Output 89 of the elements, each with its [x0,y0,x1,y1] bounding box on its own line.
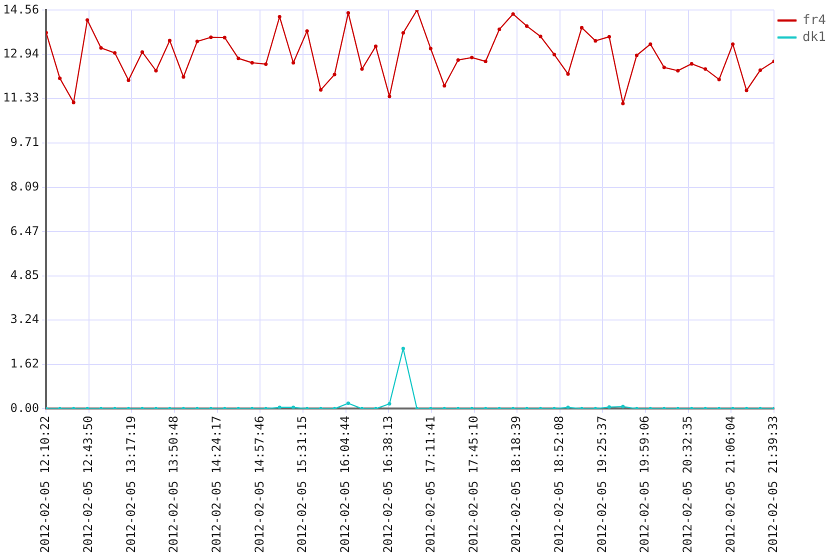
point [566,406,570,409]
point [648,42,652,46]
y-tick-label: 0.00 [10,400,40,415]
point [538,34,542,38]
point [86,18,90,22]
point [401,31,405,35]
point [511,12,515,16]
point [278,14,282,19]
y-tick-label: 1.62 [10,356,40,371]
x-tick-label: 2012-02-05 18:18:39 [509,416,524,554]
point [731,42,735,46]
point [607,405,612,409]
x-tick-label: 2012-02-05 18:52:08 [552,416,566,554]
point [552,52,556,56]
x-tick-label: 2012-02-05 17:11:41 [424,416,438,554]
point [154,68,158,72]
point [264,62,268,66]
point [292,60,296,65]
point [112,51,117,55]
point [319,88,323,92]
point [607,34,612,39]
point [222,36,226,40]
x-tick-label: 2012-02-05 19:25:37 [594,416,609,554]
point [621,404,625,408]
point [346,401,350,406]
point [676,68,680,72]
y-tick-label: 12.94 [3,46,40,61]
point [292,406,296,409]
point [621,102,625,106]
point [498,28,502,32]
point [594,39,598,43]
point [346,11,350,15]
x-tick-label: 2012-02-05 13:50:48 [166,416,181,554]
point [388,402,392,406]
point [332,72,336,76]
point [456,58,460,62]
y-tick-label: 9.71 [10,135,40,150]
x-tick-label: 2012-02-05 12:10:22 [38,416,52,554]
point [236,56,240,60]
x-tick-label: 2012-02-05 19:59:06 [638,416,652,554]
point [634,54,638,58]
point [374,44,378,48]
point [470,56,474,60]
y-tick-label: 14.56 [3,2,40,16]
x-tick-label: 2012-02-05 21:39:33 [766,416,780,554]
y-tick-label: 3.24 [10,312,40,326]
x-tick-label: 2012-02-05 15:31:15 [295,416,310,554]
y-tick-label: 11.33 [3,90,40,105]
point [428,46,432,50]
point [717,78,721,82]
point [250,60,254,65]
point [99,46,103,50]
point [566,72,570,76]
y-tick-label: 6.47 [10,224,40,238]
point [690,62,694,66]
legend-label: fr4 [802,12,826,28]
x-tick-label: 2012-02-05 16:04:44 [338,416,352,554]
point [388,94,392,98]
point [758,68,762,72]
point [182,75,186,79]
point [140,50,144,54]
point [168,38,172,42]
point [484,60,488,64]
point [195,40,199,44]
legend-label: dk1 [802,30,826,45]
x-tick-label: 2012-02-05 14:57:46 [252,416,266,554]
x-tick-label: 2012-02-05 17:45:10 [466,416,480,554]
x-tick-label: 2012-02-05 13:17:19 [124,416,138,554]
y-tick-label: 8.09 [10,179,40,194]
point [72,100,76,104]
point [401,346,405,350]
point [580,26,584,30]
x-tick-label: 2012-02-05 16:38:13 [380,416,395,554]
x-tick-label: 2012-02-05 20:32:35 [680,416,695,554]
x-tick-label: 2012-02-05 14:24:17 [210,416,224,554]
point [278,406,282,409]
point [704,67,708,71]
y-tick-label: 4.85 [10,268,40,282]
point [442,84,446,88]
point [209,36,213,40]
x-tick-label: 2012-02-05 12:43:50 [81,416,96,554]
point [58,76,62,80]
point [305,29,309,33]
point [360,67,364,71]
point [662,66,666,70]
point [126,78,130,82]
point [525,24,529,28]
x-tick-label: 2012-02-05 21:06:04 [723,416,738,554]
point [744,88,748,92]
